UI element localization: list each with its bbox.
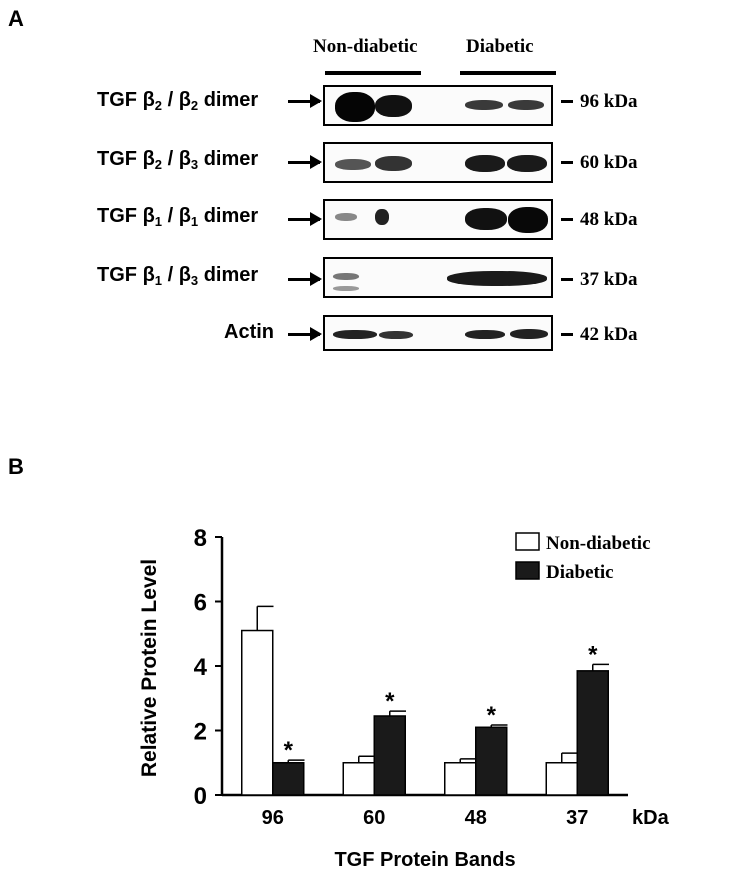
blot-band xyxy=(508,207,548,233)
blot-band xyxy=(465,155,505,172)
blot-band xyxy=(465,330,505,339)
blot-band xyxy=(510,329,548,339)
mw-tick xyxy=(561,218,573,221)
group-label-non-diabetic: Non-diabetic xyxy=(313,36,418,57)
legend-swatch xyxy=(515,561,540,580)
arrow-icon xyxy=(288,155,322,169)
blot-band xyxy=(465,100,503,110)
row-label-b2b2: TGF β2 / β2 dimer xyxy=(97,89,259,113)
blot-band xyxy=(465,208,507,230)
x-tick-label: 48 xyxy=(465,807,487,829)
mw-tick xyxy=(561,333,573,336)
y-tick-label: 8 xyxy=(194,525,207,552)
arrow-icon xyxy=(288,94,322,108)
significance-star: * xyxy=(588,641,598,668)
panel-a-label: A xyxy=(8,6,24,31)
group-label-diabetic: Diabetic xyxy=(466,36,534,57)
legend-swatch xyxy=(515,532,540,551)
bar-non-diabetic xyxy=(545,762,578,796)
blot-strip-60 xyxy=(323,142,553,183)
bar-diabetic xyxy=(576,670,609,796)
panel-b-label: B xyxy=(8,454,24,479)
y-tick-label: 2 xyxy=(194,719,207,746)
blot-band xyxy=(335,92,375,122)
bar-diabetic xyxy=(373,715,406,796)
group-line-diabetic xyxy=(460,71,556,75)
mw-label-96: 96 kDa xyxy=(580,91,638,112)
mw-tick xyxy=(561,161,573,164)
blot-band xyxy=(335,213,357,221)
blot-band xyxy=(508,100,544,110)
x-axis-title: TGF Protein Bands xyxy=(334,849,515,871)
bar-non-diabetic xyxy=(444,762,477,796)
y-tick-label: 0 xyxy=(194,783,207,810)
blot-strip-37 xyxy=(323,257,553,298)
arrow-icon xyxy=(288,327,322,341)
blot-band xyxy=(379,331,413,339)
x-tick-label: 37 xyxy=(566,807,588,829)
significance-star: * xyxy=(385,688,395,715)
blot-band xyxy=(447,271,547,286)
mw-tick xyxy=(561,100,573,103)
arrow-icon xyxy=(288,212,322,226)
x-tick-label: 96 xyxy=(262,807,284,829)
blot-band xyxy=(507,155,547,172)
blot-strip-48 xyxy=(323,199,553,240)
x-unit-label: kDa xyxy=(632,807,670,829)
row-label-b1b1: TGF β1 / β1 dimer xyxy=(97,205,259,229)
blot-band xyxy=(375,209,389,225)
row-label-actin: Actin xyxy=(224,321,274,343)
mw-label-60: 60 kDa xyxy=(580,152,638,173)
blot-band xyxy=(375,156,412,171)
legend-label: Diabetic xyxy=(546,562,614,583)
blot-band xyxy=(335,159,371,170)
blot-strip-actin xyxy=(323,315,553,351)
bar-diabetic xyxy=(272,762,305,796)
blot-band xyxy=(375,95,412,117)
blot-strip-96 xyxy=(323,85,553,126)
legend-label: Non-diabetic xyxy=(546,533,651,554)
y-tick-label: 6 xyxy=(194,590,207,617)
row-label-b2b3: TGF β2 / β3 dimer xyxy=(97,148,259,172)
bar-non-diabetic xyxy=(241,629,274,796)
mw-label-37: 37 kDa xyxy=(580,269,638,290)
significance-star: * xyxy=(487,702,497,729)
significance-star: * xyxy=(284,737,294,764)
bar-non-diabetic xyxy=(342,762,375,796)
mw-label-48: 48 kDa xyxy=(580,209,638,230)
mw-tick xyxy=(561,278,573,281)
blot-band xyxy=(333,286,359,291)
mw-label-actin: 42 kDa xyxy=(580,324,638,345)
x-tick-label: 60 xyxy=(363,807,385,829)
blot-band xyxy=(333,273,359,280)
arrow-icon xyxy=(288,272,322,286)
group-line-non-diabetic xyxy=(325,71,421,75)
row-label-b1b3: TGF β1 / β3 dimer xyxy=(97,264,259,288)
bar-diabetic xyxy=(475,726,508,796)
blot-band xyxy=(333,330,377,339)
y-tick-label: 4 xyxy=(194,654,208,681)
y-axis-title: Relative Protein Level xyxy=(138,559,161,777)
